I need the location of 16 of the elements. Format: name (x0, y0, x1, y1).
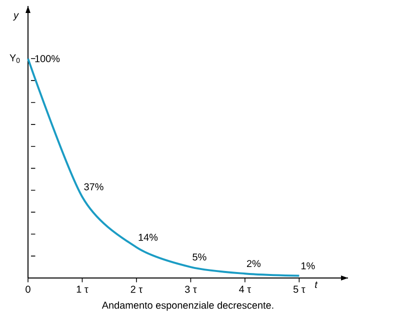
y-axis-title: y (12, 13, 20, 21)
x-axis-title: t (315, 282, 318, 288)
data-label: 37% (84, 183, 104, 190)
data-label: 100% (35, 55, 60, 62)
x-tick-label: 3 τ (184, 286, 197, 293)
data-label: 1% (301, 262, 315, 270)
x-tick-label: 2 τ (130, 286, 143, 293)
data-label: 5% (192, 254, 206, 261)
data-label: 2% (246, 260, 261, 268)
x-tick-label: 4 τ (239, 286, 251, 293)
data-label: 14% (138, 234, 158, 241)
x-tick-label: 5 τ (293, 286, 306, 293)
x-tick-label: 0 (26, 286, 30, 293)
x-tick-label: 1 τ (76, 286, 88, 293)
text: Andamento esponenziale decrescente. (102, 301, 274, 311)
annotation: Y$_{0}$ (10, 54, 20, 63)
